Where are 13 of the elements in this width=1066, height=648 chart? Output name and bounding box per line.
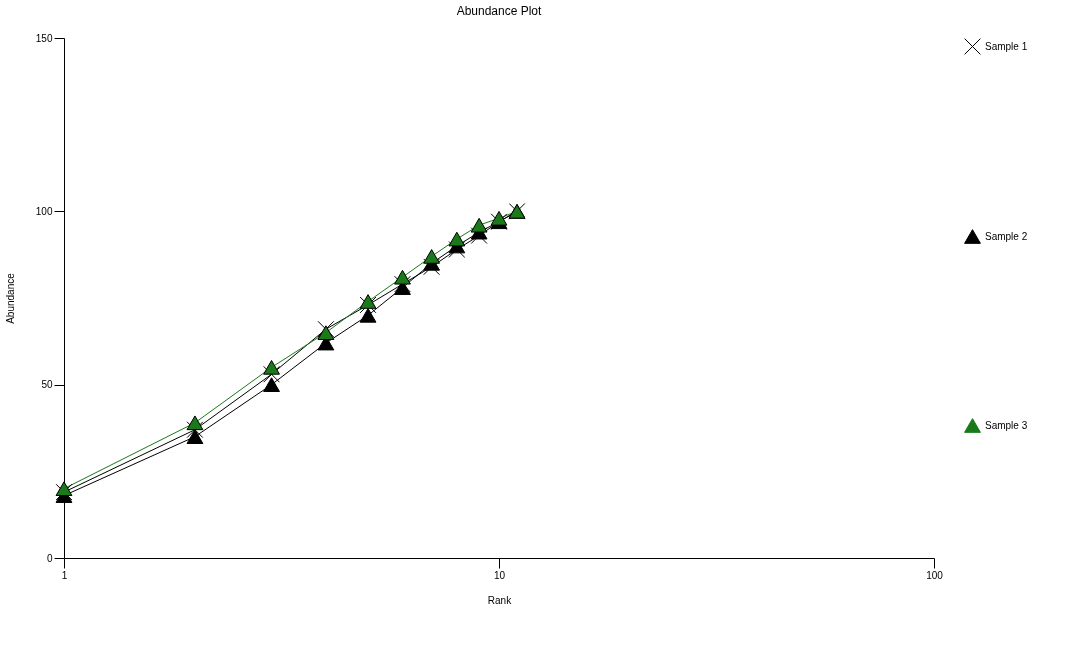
y-tick-label: 100 (35, 205, 53, 217)
legend-label: Sample 3 (985, 419, 1028, 431)
legend-label: Sample 2 (985, 230, 1028, 242)
y-axis-title: Abundance (4, 272, 16, 324)
y-tick-label: 150 (35, 32, 53, 44)
y-tick-label: 50 (41, 379, 53, 391)
y-tick-label: 0 (46, 552, 53, 564)
x-tick-label: 100 (926, 569, 944, 581)
x-tick-label: 1 (61, 569, 68, 581)
x-axis-title: Rank (487, 594, 513, 606)
legend-label: Sample 1 (985, 40, 1028, 52)
x-tick-label: 10 (493, 569, 506, 581)
chart-title: Abundance Plot (456, 4, 543, 18)
